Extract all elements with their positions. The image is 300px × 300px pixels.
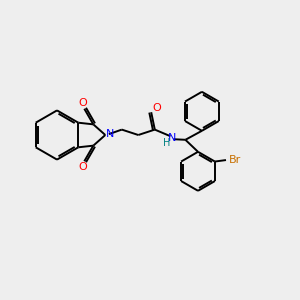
Text: Br: Br [229, 155, 241, 165]
Text: N: N [106, 129, 115, 140]
Text: O: O [152, 103, 161, 113]
Text: O: O [78, 162, 87, 172]
Text: H: H [163, 138, 170, 148]
Text: O: O [78, 98, 87, 108]
Text: N: N [168, 133, 176, 143]
